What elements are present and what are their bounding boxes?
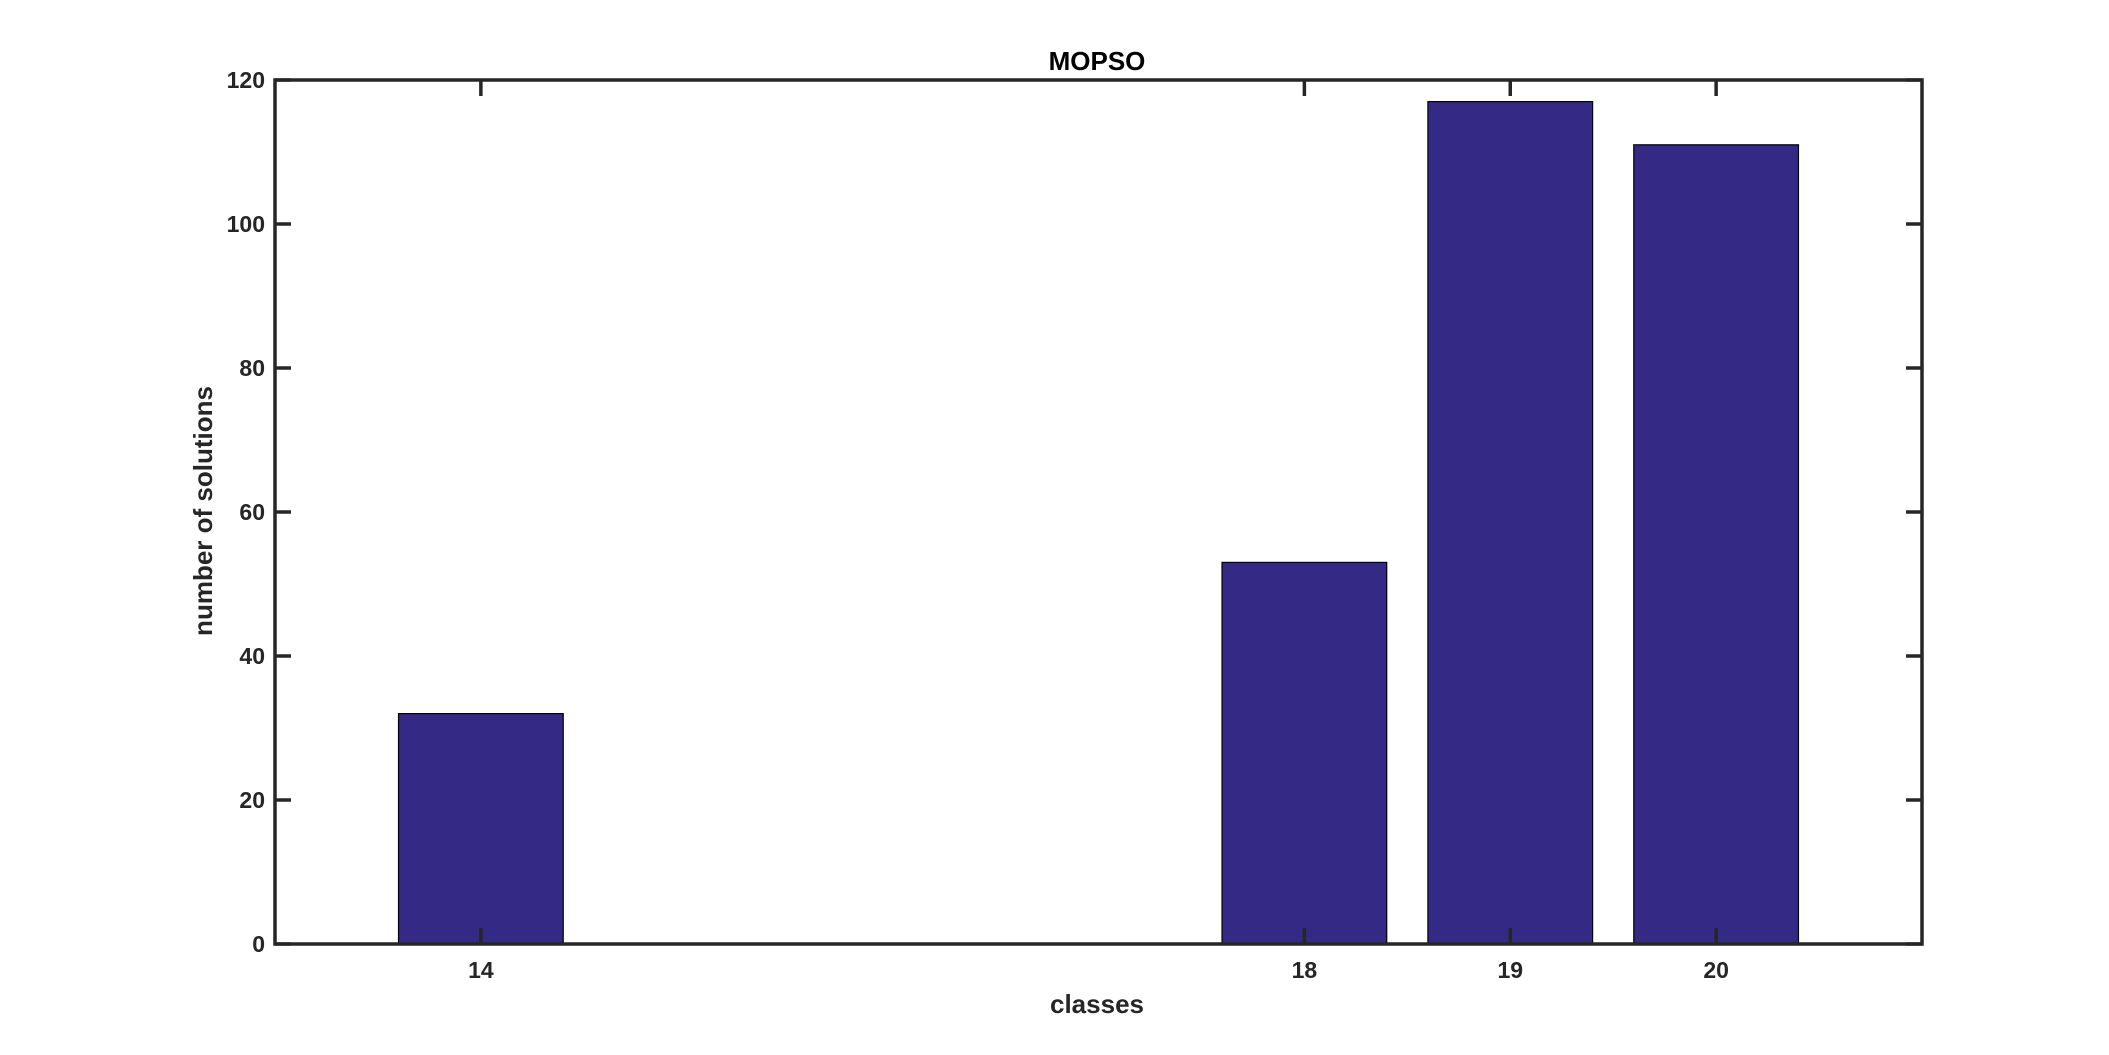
y-tick-label: 60 [239,499,265,525]
y-axis-title: number of solutions [188,386,218,636]
y-tick-label: 120 [227,67,265,93]
bar-18 [1221,561,1388,945]
x-axis-title: classes [1050,989,1144,1019]
y-tick-label: 40 [239,643,265,669]
x-axis: 14 18 19 20 [468,80,1729,983]
chart-title: MOPSO [1049,46,1146,76]
x-tick-label: 20 [1703,957,1729,983]
x-tick-label: 19 [1497,957,1523,983]
y-tick-label: 20 [239,787,265,813]
x-tick-label: 14 [468,957,494,983]
y-tick-label: 100 [227,211,265,237]
bar-19 [1427,100,1594,945]
x-tick-label: 18 [1292,957,1318,983]
y-tick-label: 80 [239,355,265,381]
bars-group [397,100,1800,945]
bar-14 [397,712,564,945]
bar-20 [1633,144,1800,945]
y-axis: 0 20 40 60 80 100 120 [227,67,1922,957]
y-tick-label: 0 [252,931,265,957]
